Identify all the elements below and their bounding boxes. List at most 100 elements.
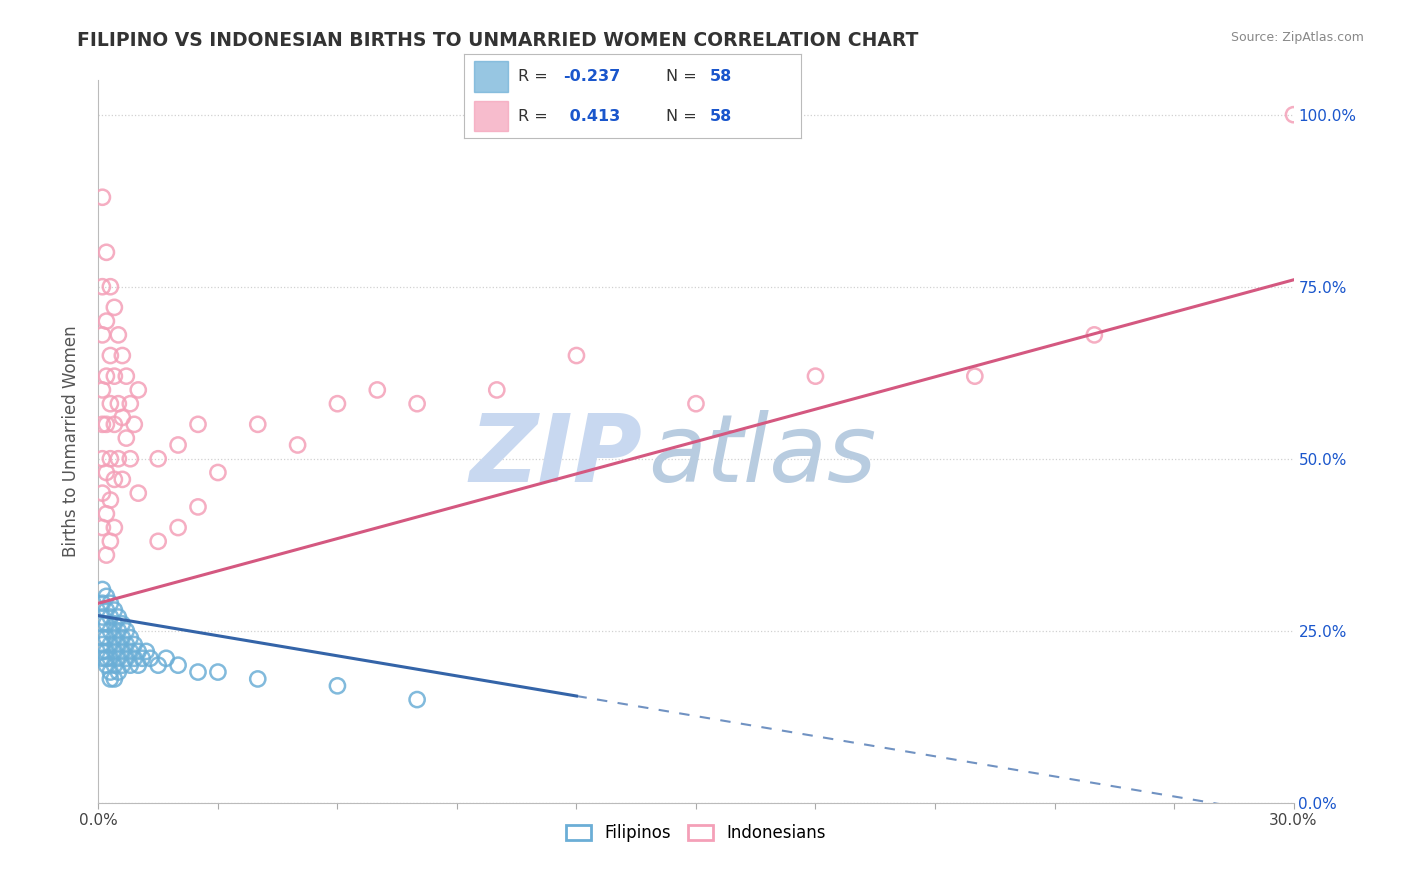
Point [96,466,118,480]
Point [91,582,114,597]
Point [91,486,114,500]
Point [406,692,429,706]
Point [96,590,118,604]
Point [1083,327,1105,342]
Point [98,596,122,610]
Point [98,610,122,624]
Point [103,672,125,686]
Point [124,638,146,652]
Point [120,451,142,466]
Text: 0.413: 0.413 [564,109,620,124]
Point [98,672,122,686]
Point [111,616,134,631]
Text: R =: R = [517,109,553,124]
Point [91,190,114,204]
Point [148,451,170,466]
Point [96,245,118,260]
Point [96,603,118,617]
Point [103,644,125,658]
Point [107,651,129,665]
Point [91,279,114,293]
Point [98,665,122,679]
Text: -0.237: -0.237 [564,69,621,84]
Point [103,520,125,534]
Point [111,631,134,645]
FancyBboxPatch shape [474,62,508,92]
Point [103,301,125,315]
Point [155,651,177,665]
Point [107,665,129,679]
Point [111,644,134,658]
Point [120,631,142,645]
Point [148,534,170,549]
Text: N =: N = [666,109,703,124]
Point [187,417,209,432]
Point [107,624,129,638]
Point [98,451,122,466]
Point [107,451,129,466]
Point [107,638,129,652]
Point [187,665,209,679]
Point [366,383,388,397]
Point [127,658,149,673]
Point [91,610,114,624]
Point [120,658,142,673]
Point [96,314,118,328]
Point [103,417,125,432]
Point [107,610,129,624]
Point [127,644,149,658]
Point [135,644,157,658]
Point [565,349,588,363]
Point [98,349,122,363]
Point [103,603,125,617]
Point [127,486,149,500]
Point [96,548,118,562]
Point [91,644,114,658]
Text: ZIP: ZIP [470,410,643,502]
Point [246,672,269,686]
Legend: Filipinos, Indonesians: Filipinos, Indonesians [560,817,832,848]
Point [804,369,827,384]
Point [91,417,114,432]
Point [98,534,122,549]
Point [127,383,149,397]
Point [96,507,118,521]
Point [115,369,138,384]
FancyBboxPatch shape [474,101,508,131]
Point [207,665,229,679]
Point [111,410,134,425]
Point [326,397,349,411]
Point [287,438,309,452]
Point [96,644,118,658]
Point [326,679,349,693]
Point [98,397,122,411]
Point [111,658,134,673]
Point [111,472,134,486]
Point [139,651,162,665]
Point [96,658,118,673]
Point [96,616,118,631]
Point [91,616,114,631]
Point [1282,108,1305,122]
Point [485,383,508,397]
Text: 58: 58 [710,69,733,84]
Point [124,651,146,665]
Point [107,327,129,342]
Text: Source: ZipAtlas.com: Source: ZipAtlas.com [1230,31,1364,45]
Point [207,466,229,480]
Text: 58: 58 [710,109,733,124]
Point [111,349,134,363]
Point [91,638,114,652]
Point [115,651,138,665]
Point [91,631,114,645]
Point [120,644,142,658]
Point [246,417,269,432]
Point [103,631,125,645]
Point [124,417,146,432]
Point [167,658,190,673]
Point [91,596,114,610]
Text: N =: N = [666,69,703,84]
Point [98,624,122,638]
Text: FILIPINO VS INDONESIAN BIRTHS TO UNMARRIED WOMEN CORRELATION CHART: FILIPINO VS INDONESIAN BIRTHS TO UNMARRI… [77,31,918,50]
Point [406,397,429,411]
